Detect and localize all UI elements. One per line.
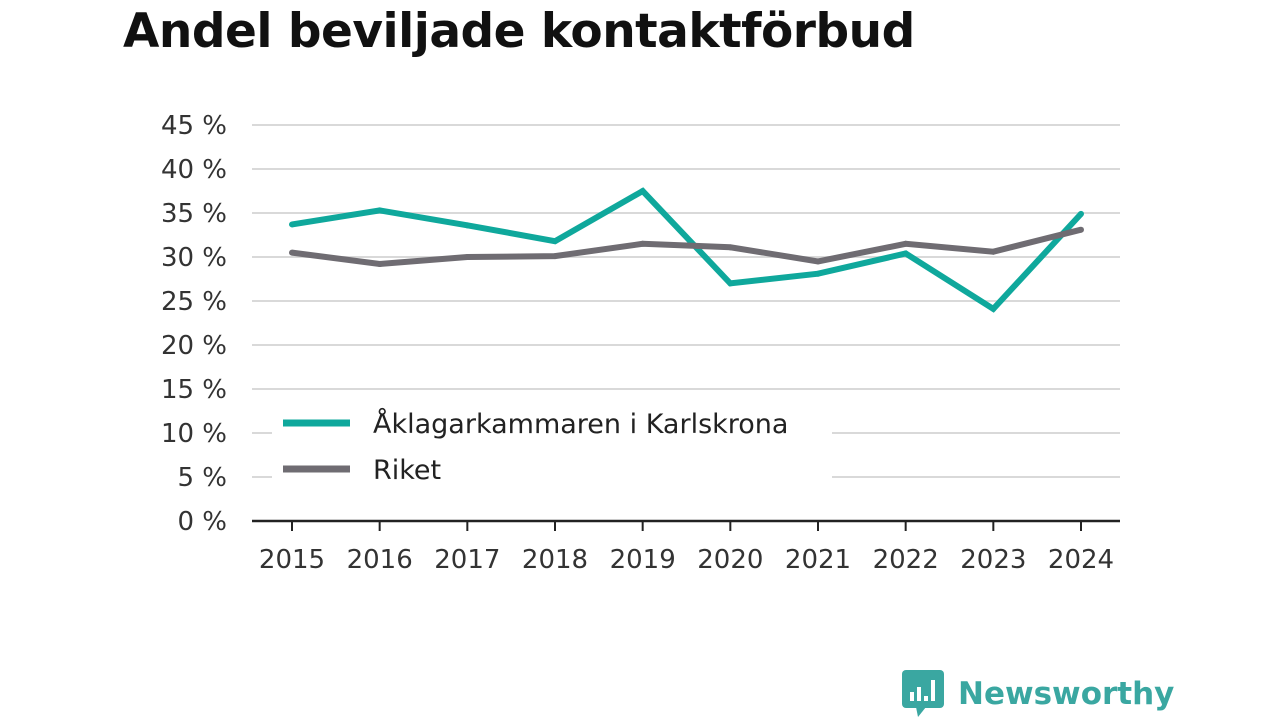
x-tick-label: 2023 [960, 545, 1026, 575]
data-point [552, 253, 558, 260]
y-axis-tick-labels: 0 % 5 % 10 % 15 % 20 % 25 % 30 % 35 % 40 % 45 % [161, 111, 227, 537]
y-tick-label: 25 % [161, 287, 227, 317]
data-point [902, 240, 909, 247]
legend-background [272, 398, 832, 488]
brand-name: Newsworthy [958, 676, 1175, 712]
data-point [464, 254, 471, 260]
data-point [376, 207, 383, 214]
data-point [902, 250, 909, 257]
y-tick-label: 45 % [161, 111, 227, 141]
x-tick-label: 2019 [610, 545, 676, 575]
x-axis [252, 519, 1120, 531]
data-point [727, 244, 734, 251]
x-tick-label: 2018 [522, 545, 588, 575]
data-point [990, 248, 997, 255]
chart-title: Andel beviljade kontaktförbud [123, 4, 915, 59]
x-tick-label: 2015 [259, 545, 325, 575]
data-point [639, 240, 646, 247]
data-point [1078, 210, 1084, 217]
data-point [464, 222, 471, 229]
legend-label: Riket [373, 455, 441, 486]
series-line-riket [291, 226, 1082, 268]
x-tick-label: 2021 [785, 545, 851, 575]
x-tick-label: 2016 [347, 545, 413, 575]
legend-label: Åklagarkammaren i Karlskrona [373, 408, 788, 440]
data-point [289, 221, 295, 228]
data-point [815, 258, 821, 265]
y-tick-label: 15 % [161, 375, 227, 405]
data-point [552, 238, 558, 245]
y-tick-label: 5 % [177, 463, 227, 493]
x-tick-label: 2024 [1048, 545, 1114, 575]
data-point [990, 305, 997, 312]
x-tick-label: 2020 [697, 545, 763, 575]
series-lines [289, 187, 1084, 313]
y-tick-label: 40 % [161, 155, 227, 185]
x-tick-label: 2017 [434, 545, 500, 575]
y-tick-label: 20 % [161, 331, 227, 361]
x-tick-label: 2022 [873, 545, 939, 575]
series-line-aklagarkammaren-karlskrona [291, 187, 1084, 313]
bar-chart-speech-bubble-icon [902, 670, 944, 717]
y-tick-label: 10 % [161, 419, 227, 449]
data-point [639, 188, 646, 194]
y-tick-label: 0 % [177, 507, 227, 537]
newsworthy-logo: Newsworthy [902, 670, 1174, 718]
legend: Åklagarkammaren i Karlskrona Riket [272, 398, 832, 488]
y-tick-label: 30 % [161, 243, 227, 273]
y-tick-label: 35 % [161, 199, 227, 229]
data-point [1078, 226, 1084, 233]
data-point [727, 280, 734, 287]
data-point [815, 270, 821, 277]
data-point [376, 261, 383, 268]
data-point [289, 249, 295, 256]
x-axis-tick-labels: 2015 2016 2017 2018 2019 2020 2021 2022 2023 2024 [259, 545, 1114, 575]
